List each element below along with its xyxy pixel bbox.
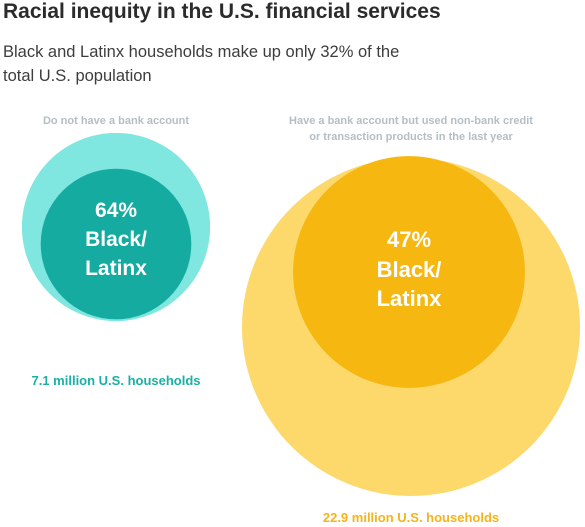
chart-title: Racial inequity in the U.S. financial se… (3, 0, 441, 23)
unbanked-group-label-line-1: Black/ (85, 228, 147, 251)
panel-underbanked: Have a bank account but used non-bank cr… (242, 115, 580, 525)
unbanked-caption-line-1: Do not have a bank account (43, 115, 189, 127)
underbanked-group-label-line-2: Latinx (377, 286, 443, 311)
unbanked-percent-label: 64% (95, 199, 137, 222)
underbanked-caption-line-1: Have a bank account but used non-bank cr… (289, 115, 533, 127)
unbanked-inner-circle (40, 168, 192, 320)
chart-subtitle: Black and Latinx households make up only… (3, 43, 400, 85)
unbanked-group-label-line-2: Latinx (85, 257, 147, 280)
underbanked-percent-label: 47% (387, 227, 431, 252)
panel-unbanked: Do not have a bank account 64% Black/ La… (21, 115, 211, 388)
unbanked-total-label: 7.1 million U.S. households (31, 373, 200, 388)
underbanked-total-label: 22.9 million U.S. households (323, 510, 499, 525)
underbanked-inner-circle (293, 156, 525, 388)
underbanked-caption-line-2: or transaction products in the last year (309, 131, 513, 143)
underbanked-group-label-line-1: Black/ (377, 257, 442, 282)
